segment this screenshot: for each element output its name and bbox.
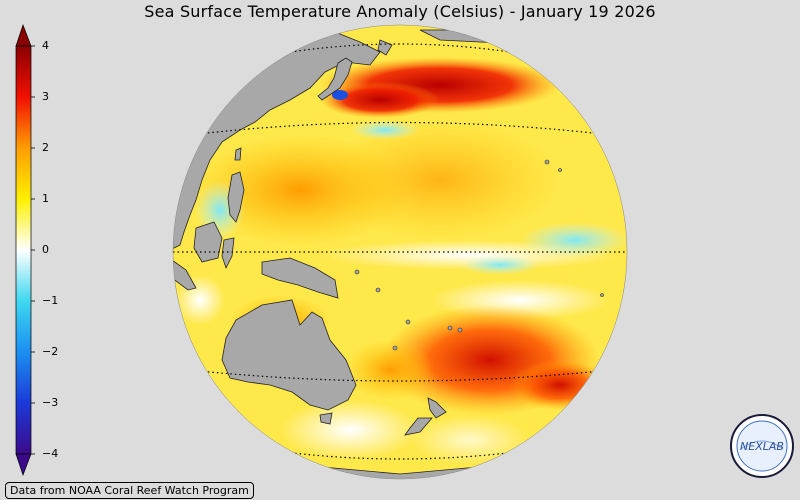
data-credit: Data from NOAA Coral Reef Watch Program	[5, 482, 254, 499]
sulawesi-landmass	[221, 237, 235, 270]
globe-outline	[172, 24, 628, 480]
philippines-landmass	[227, 171, 245, 223]
taiwan-landmass	[234, 147, 242, 161]
australia-landmass	[221, 299, 357, 411]
colorbar	[15, 23, 35, 477]
sumatra-landmass	[173, 259, 197, 291]
colorbar-tick-label: 1	[42, 192, 49, 205]
colorbar-tick-label: 0	[42, 243, 49, 256]
map-title: Sea Surface Temperature Anomaly (Celsius…	[144, 2, 656, 21]
logo-text: NEXLAB	[740, 440, 784, 453]
colorbar-tick-label: 3	[42, 90, 49, 103]
colorbar-min-arrow	[15, 453, 32, 477]
nexlab-logo-icon: NEXLAB	[730, 414, 794, 478]
colorbar-tick-label: 2	[42, 141, 49, 154]
japan-landmass	[317, 57, 353, 101]
pacific-islands	[354, 159, 604, 351]
colorbar-ticks	[31, 45, 35, 455]
colorbar-tick-label: 4	[42, 39, 49, 52]
new-zealand-south-landmass	[404, 417, 433, 436]
colorbar-tick-label: −2	[42, 345, 59, 358]
colorbar-tick-label: −4	[42, 447, 59, 460]
colorbar-tick-label: −1	[42, 294, 59, 307]
new-zealand-north-landmass	[427, 397, 447, 419]
tasmania-landmass	[319, 412, 333, 425]
colorbar-tick-label: −3	[42, 396, 59, 409]
new-guinea-landmass	[261, 257, 339, 299]
